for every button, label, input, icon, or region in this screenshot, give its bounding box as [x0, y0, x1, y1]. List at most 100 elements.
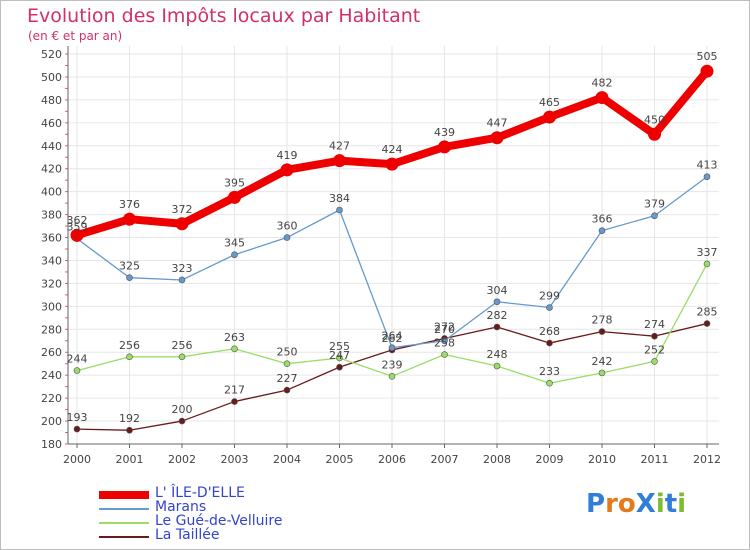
logo-letter: P [586, 489, 606, 519]
y-tick-label: 320 [41, 277, 62, 290]
data-label: 304 [487, 284, 508, 297]
data-point [231, 251, 238, 259]
data-point [598, 227, 606, 234]
data-point [228, 190, 241, 204]
data-point [441, 351, 448, 358]
data-point [231, 345, 238, 353]
legend-item: Le Gué-de-Velluire [99, 513, 359, 530]
x-tick-label: 2001 [116, 453, 144, 466]
y-tick-label: 240 [41, 369, 62, 382]
data-label: 376 [119, 198, 140, 211]
data-label: 264 [382, 330, 403, 343]
x-tick-label: 2009 [536, 453, 564, 466]
data-label: 325 [119, 260, 140, 273]
data-point [648, 127, 661, 141]
data-label: 427 [329, 140, 350, 153]
logo-letter: X [635, 489, 656, 519]
data-point [283, 234, 291, 241]
data-label: 227 [277, 372, 298, 385]
logo-letter: t [664, 489, 678, 519]
y-tick-label: 180 [41, 438, 62, 451]
chart-title: Evolution des Impôts locaux par Habitant [27, 5, 421, 27]
data-label: 248 [487, 348, 508, 361]
data-point [546, 304, 553, 311]
data-point [126, 426, 133, 434]
data-point [388, 373, 396, 380]
proxiti-logo: ProXiti [586, 489, 686, 519]
data-label: 233 [539, 365, 560, 378]
plot-area [68, 46, 719, 444]
data-point [441, 337, 448, 345]
data-label: 482 [592, 77, 613, 90]
data-point [703, 320, 711, 327]
data-label: 413 [697, 159, 718, 172]
data-label: 278 [592, 314, 613, 327]
data-label: 256 [172, 339, 193, 352]
x-tick-label: 2008 [483, 453, 511, 466]
data-point [388, 344, 396, 351]
data-label: 274 [644, 318, 665, 331]
data-point [493, 362, 501, 370]
logo-letter: r [605, 489, 618, 519]
data-label: 263 [224, 331, 245, 344]
data-label: 450 [644, 113, 665, 126]
y-tick-label: 520 [41, 48, 62, 61]
data-label: 419 [277, 149, 298, 162]
data-label: 424 [382, 143, 403, 156]
data-point [70, 228, 84, 242]
data-label: 242 [592, 355, 613, 368]
data-label: 505 [697, 50, 718, 63]
legend-label: L' ÎLE-D'ELLE [155, 485, 245, 501]
data-point [336, 206, 343, 214]
data-point [175, 217, 189, 231]
data-label: 282 [487, 309, 508, 322]
data-point [178, 276, 186, 284]
data-label: 345 [224, 237, 245, 250]
data-point [651, 332, 658, 340]
legend-item: Marans [99, 500, 359, 516]
legend-label: Le Gué-de-Velluire [155, 513, 283, 529]
x-tick-label: 2000 [63, 453, 91, 466]
data-label: 268 [539, 325, 560, 338]
legend-swatch [99, 522, 149, 524]
x-tick-label: 2010 [588, 453, 616, 466]
data-label: 252 [644, 343, 665, 356]
logo-letter: i [677, 489, 687, 519]
data-label: 372 [172, 203, 193, 216]
data-point [385, 157, 399, 171]
data-point [598, 369, 606, 377]
y-tick-label: 400 [41, 186, 62, 199]
data-point [490, 131, 504, 145]
data-label: 379 [644, 198, 665, 211]
data-point [703, 260, 711, 268]
data-point [336, 363, 343, 371]
data-label: 272 [434, 320, 455, 333]
data-point [231, 398, 238, 405]
data-label: 256 [119, 339, 140, 352]
y-tick-label: 300 [41, 300, 62, 313]
data-label: 366 [592, 213, 613, 226]
data-point [546, 379, 553, 387]
data-point [283, 360, 291, 368]
data-point [598, 328, 606, 335]
data-label: 192 [119, 412, 140, 425]
data-point [126, 274, 133, 281]
y-tick-label: 500 [41, 71, 62, 84]
data-point [123, 212, 136, 226]
data-point [700, 64, 714, 78]
data-point [178, 417, 186, 425]
data-label: 285 [697, 306, 718, 319]
data-label: 239 [382, 358, 403, 371]
data-label: 362 [67, 214, 88, 227]
data-label: 447 [487, 117, 508, 130]
data-label: 337 [697, 246, 718, 259]
data-label: 217 [224, 384, 245, 397]
data-label: 255 [329, 340, 350, 353]
x-tick-label: 2003 [221, 453, 249, 466]
y-tick-label: 340 [41, 254, 62, 267]
y-tick-label: 220 [41, 392, 62, 405]
data-label: 258 [434, 337, 455, 350]
y-tick-label: 260 [41, 346, 62, 359]
data-label: 299 [539, 290, 560, 303]
legend-swatch [99, 491, 149, 499]
